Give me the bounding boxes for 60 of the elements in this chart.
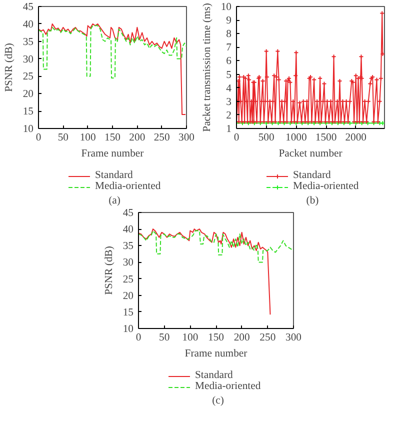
y-tick-label: 8	[226, 29, 232, 40]
x-tick-label: 250	[154, 132, 170, 144]
x-tick-label: 150	[208, 332, 224, 344]
y-tick-label: 35	[122, 241, 134, 252]
y-tick-label: 4	[226, 83, 232, 94]
y-tick-label: 10	[122, 324, 134, 335]
y-tick-label: 30	[22, 54, 34, 66]
x-tick-label: 200	[129, 132, 146, 144]
y-tick-label: 45	[22, 2, 34, 13]
y-tick-label: 20	[22, 89, 34, 100]
x-axis-title: Frame number	[81, 148, 144, 160]
x-tick-label: 200	[234, 332, 250, 344]
legend-label: Media-oriented	[293, 181, 359, 192]
x-tick-label: 500	[258, 132, 274, 144]
legend-label: Standard	[95, 170, 133, 181]
y-tick-label: 15	[22, 106, 34, 118]
x-tick-label: 1000	[286, 132, 307, 144]
y-tick-label: 2	[226, 110, 232, 122]
x-tick-label: 100	[182, 332, 198, 344]
x-tick-label: 150	[104, 132, 120, 144]
y-tick-label: 9	[226, 16, 232, 27]
x-tick-label: 50	[58, 132, 68, 144]
y-axis-title: PSNR (dB)	[4, 42, 15, 92]
y-tick-label: 1	[226, 124, 232, 135]
y-tick-label: 40	[22, 19, 34, 30]
legend-label: Media-oriented	[195, 381, 261, 392]
legend-label: Standard	[293, 170, 331, 181]
x-axis-title: Frame number	[184, 348, 248, 360]
text: (c)	[212, 396, 224, 406]
y-tick-label: 25	[22, 72, 34, 83]
y-tick-label: 25	[122, 274, 134, 286]
x-tick-label: 50	[159, 332, 170, 344]
x-tick-label: 0	[36, 132, 42, 144]
y-tick-label: 10	[220, 2, 232, 13]
x-tick-label: 100	[80, 132, 96, 144]
x-tick-label: 300	[178, 132, 194, 144]
y-tick-label: 5	[226, 70, 232, 81]
y-tick-label: 40	[122, 224, 134, 236]
x-tick-label: 300	[286, 332, 302, 344]
text: (b)	[306, 196, 320, 206]
y-tick-label: 10	[22, 124, 34, 135]
x-tick-label: 1500	[315, 132, 337, 144]
y-tick-label: 6	[226, 56, 232, 68]
legend-label: Media-oriented	[95, 181, 161, 192]
y-tick-label: 7	[226, 42, 232, 54]
y-tick-label: 30	[122, 258, 134, 269]
y-axis-title: PSNR (dB)	[104, 246, 115, 295]
x-tick-label: 2000	[345, 132, 367, 144]
y-tick-label: 20	[122, 290, 134, 302]
text: (a)	[108, 196, 121, 206]
y-tick-label: 45	[122, 208, 134, 219]
y-tick-label: 15	[122, 307, 134, 318]
x-tick-label: 250	[260, 332, 276, 344]
y-tick-label: 35	[22, 36, 34, 48]
x-axis-title: Packet number	[278, 148, 343, 160]
y-tick-label: 3	[226, 96, 232, 108]
x-tick-label: 0	[234, 132, 240, 144]
y-axis-title: Packet transmission time (ms)	[202, 2, 213, 132]
legend-label: Standard	[195, 370, 233, 381]
x-tick-label: 0	[136, 332, 142, 344]
